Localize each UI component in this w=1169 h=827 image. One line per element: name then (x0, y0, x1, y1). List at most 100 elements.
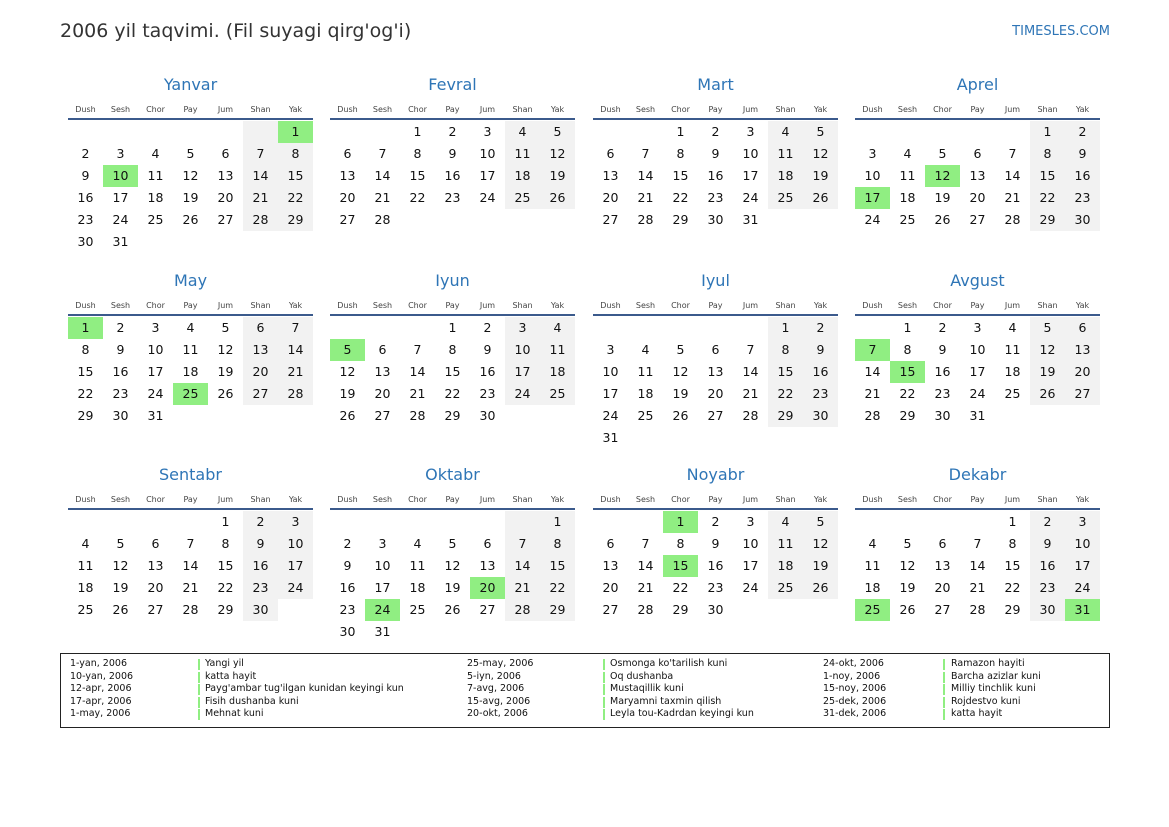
holiday-name: Rojdestvo kuni (951, 695, 1021, 707)
holiday-date: 17-apr, 2006 (70, 695, 132, 707)
day: 10 (969, 342, 986, 357)
day: 9 (448, 146, 457, 161)
day: 25 (768, 577, 803, 599)
weekday-label: Shan (250, 495, 271, 504)
day: 26 (803, 187, 838, 209)
day: 19 (934, 190, 951, 205)
day: 9 (116, 342, 125, 357)
day: 17 (602, 386, 619, 401)
day: 20 (339, 190, 356, 205)
day: 13 (934, 558, 951, 573)
day: 18 (182, 364, 199, 379)
day: 7 (186, 536, 195, 551)
day: 23 (112, 386, 129, 401)
weekday-label: Pay (445, 301, 460, 310)
day: 6 (343, 146, 352, 161)
day: 1 (540, 511, 575, 533)
month-rule (330, 508, 575, 510)
holiday-name: Fisih dushanba kuni (205, 695, 299, 707)
day: 26 (934, 212, 951, 227)
day: 12 (182, 168, 199, 183)
day: 24 (505, 383, 540, 405)
holiday-marker (943, 659, 945, 670)
day: 26 (217, 386, 234, 401)
holiday-date: 5-iyn, 2006 (467, 670, 521, 682)
day: 12 (672, 364, 689, 379)
day: 8 (676, 536, 685, 551)
day: 31 (602, 430, 619, 445)
day: 29 (768, 405, 803, 427)
weekday-label: Pay (445, 495, 460, 504)
day: 10 (864, 168, 881, 183)
weekday-label: Yak (550, 301, 565, 310)
day: 4 (868, 536, 877, 551)
day: 16 (77, 190, 94, 205)
day: 20 (374, 386, 391, 401)
day: 25 (540, 383, 575, 405)
day: 31 (112, 234, 129, 249)
day: 13 (339, 168, 356, 183)
day: 5 (803, 121, 838, 143)
day: 11 (505, 143, 540, 165)
day: 14 (864, 364, 881, 379)
day: 21 (278, 361, 313, 383)
weekday-label: Jum (742, 105, 759, 114)
day: 30 (339, 624, 356, 639)
day: 24 (278, 577, 313, 599)
day: 25 (768, 187, 803, 209)
weekend-blank (243, 121, 278, 143)
day: 16 (1065, 165, 1100, 187)
day: 11 (768, 533, 803, 555)
day: 18 (864, 580, 881, 595)
day: 5 (938, 146, 947, 161)
day: 13 (602, 168, 619, 183)
day: 21 (637, 190, 654, 205)
holiday-marker (943, 709, 945, 721)
site-link[interactable]: TIMESLES.COM (1012, 24, 1110, 39)
day: 27 (339, 212, 356, 227)
day: 19 (803, 165, 838, 187)
day: 9 (711, 146, 720, 161)
day: 30 (803, 405, 838, 427)
day: 31 (969, 408, 986, 423)
holiday-marker (198, 696, 200, 708)
day: 26 (672, 408, 689, 423)
weekday-label: Shan (512, 301, 533, 310)
day: 16 (803, 361, 838, 383)
day: 7 (855, 339, 890, 361)
day: 23 (479, 386, 496, 401)
day: 7 (746, 342, 755, 357)
day: 18 (77, 580, 94, 595)
holiday-date: 1-noy, 2006 (823, 670, 881, 682)
holiday-date: 15-avg, 2006 (467, 695, 531, 707)
weekday-label: Sesh (897, 301, 918, 310)
day: 15 (409, 168, 426, 183)
day: 18 (409, 580, 426, 595)
holiday-name: Yangi yil (205, 658, 244, 669)
day: 3 (606, 342, 615, 357)
day: 7 (505, 533, 540, 555)
day: 9 (483, 342, 492, 357)
holiday-date: 15-noy, 2006 (823, 683, 887, 695)
holiday-date: 31-dek, 2006 (823, 708, 887, 720)
day: 15 (890, 361, 925, 383)
weekday-label: Jum (742, 301, 759, 310)
day: 23 (444, 190, 461, 205)
day: 13 (1065, 339, 1100, 361)
day: 20 (147, 580, 164, 595)
day: 4 (768, 121, 803, 143)
month-name: Avgust (950, 271, 1005, 290)
day: 8 (903, 342, 912, 357)
day: 10 (742, 146, 759, 161)
day: 10 (602, 364, 619, 379)
day: 8 (448, 342, 457, 357)
weekday-label: Dush (75, 105, 96, 114)
day: 7 (278, 317, 313, 339)
day: 28 (637, 212, 654, 227)
day: 13 (243, 339, 278, 361)
day: 29 (278, 209, 313, 231)
day: 14 (243, 165, 278, 187)
weekday-label: Sesh (635, 105, 656, 114)
day: 29 (672, 212, 689, 227)
day: 9 (1030, 533, 1065, 555)
